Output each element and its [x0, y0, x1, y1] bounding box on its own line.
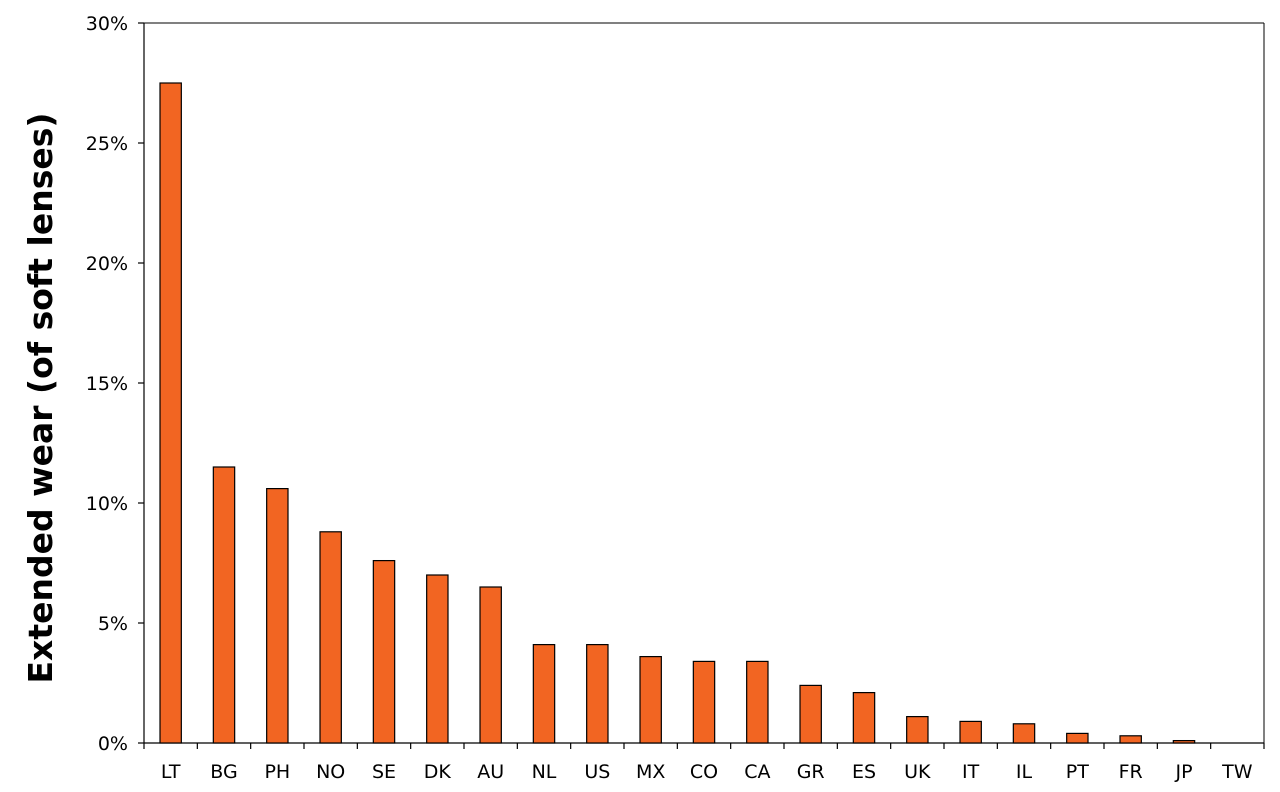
y-axis-title: Extended wear (of soft lenses) [21, 113, 60, 684]
x-tick-label: CO [690, 761, 718, 783]
bar-il [1012, 723, 1036, 744]
x-tick-label: PH [264, 761, 290, 783]
x-tick-label: NL [532, 761, 557, 783]
y-tick-label: 10% [86, 493, 128, 515]
y-tick-label: 15% [86, 373, 128, 395]
bar-dk [426, 574, 449, 744]
bar-co [692, 660, 716, 744]
x-tick-label: UK [904, 761, 931, 783]
bar-uk [906, 715, 929, 744]
x-axis: LT BG PH NO SE DK AU NL US MX CO CA GR ES UK IT IL PT FR JP… [143, 742, 1265, 783]
x-tick-label: NO [316, 761, 345, 783]
bar-se [372, 559, 396, 744]
plot-area [144, 22, 1265, 743]
y-tick-label: 25% [86, 133, 128, 155]
x-tick-label: BG [210, 761, 237, 783]
bar-gr [799, 684, 822, 744]
bar-us [586, 643, 609, 744]
bar-pt [1066, 732, 1089, 744]
bar-jp [1172, 739, 1196, 744]
y-axis: 0% 5% 10% 15% 20% 25% 30% [86, 13, 145, 755]
bar-it [959, 720, 982, 744]
bar-no [319, 531, 342, 744]
y-tick-label: 30% [86, 13, 128, 35]
x-tick-label: CA [744, 761, 770, 783]
y-tick-label: 0% [98, 733, 128, 755]
bar-ca [746, 660, 769, 744]
x-tick-label: FR [1119, 761, 1143, 783]
x-tick-label: SE [372, 761, 396, 783]
bar-nl [532, 643, 556, 744]
x-tick-label: DK [424, 761, 452, 783]
x-tick-label: US [584, 761, 610, 783]
bar-mx [639, 655, 662, 744]
bar-series [159, 82, 1196, 744]
bar-es [852, 691, 876, 744]
bar-ph [266, 488, 289, 744]
bar-fr [1119, 735, 1142, 744]
y-tick-label: 20% [86, 253, 128, 275]
bar-au [479, 586, 502, 744]
bar-bg [212, 466, 236, 744]
x-tick-label: GR [797, 761, 825, 783]
x-tick-label: IT [962, 761, 980, 783]
x-tick-label: LT [161, 761, 181, 783]
x-tick-label: PT [1066, 761, 1089, 783]
x-tick-label: AU [477, 761, 504, 783]
x-tick-label: ES [852, 761, 876, 783]
x-tick-label: JP [1174, 761, 1192, 783]
y-tick-label: 5% [98, 613, 128, 635]
x-tick-label: IL [1016, 761, 1033, 783]
bar-lt [159, 82, 182, 744]
x-tick-label: TW [1221, 761, 1253, 783]
x-tick-label: MX [636, 761, 665, 783]
